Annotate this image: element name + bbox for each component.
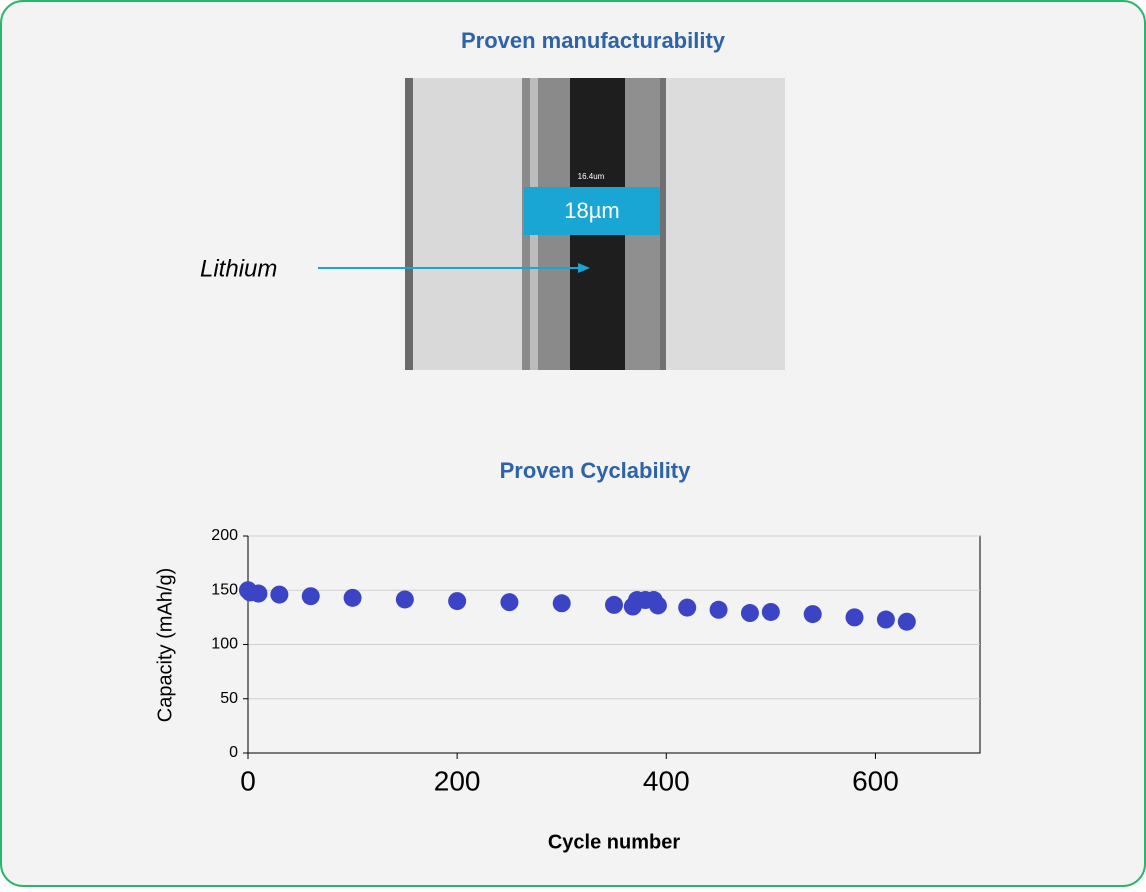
data-point bbox=[678, 599, 696, 617]
data-point bbox=[249, 585, 267, 603]
chart-title: Proven Cyclability bbox=[500, 458, 692, 483]
data-point bbox=[396, 590, 414, 608]
slide: Proven manufacturability 16.4um 18µm Lit… bbox=[0, 0, 1146, 887]
data-point bbox=[605, 596, 623, 614]
y-axis-title: Capacity (mAh/g) bbox=[154, 568, 176, 723]
heading: Proven manufacturability bbox=[461, 28, 726, 53]
data-point bbox=[270, 586, 288, 604]
x-tick-label: 400 bbox=[643, 765, 690, 796]
data-point bbox=[448, 592, 466, 610]
y-tick-label: 100 bbox=[211, 636, 238, 653]
scale-bar-label: 18µm bbox=[564, 198, 619, 223]
data-point bbox=[344, 589, 362, 607]
x-axis-title: Cycle number bbox=[548, 831, 680, 853]
data-point bbox=[846, 608, 864, 626]
scale-bar-small: 16.4um bbox=[578, 172, 605, 181]
data-point bbox=[898, 613, 916, 631]
data-point bbox=[804, 605, 822, 623]
data-point bbox=[710, 601, 728, 619]
x-tick-label: 0 bbox=[240, 765, 256, 796]
y-tick-label: 50 bbox=[220, 690, 238, 707]
data-point bbox=[741, 604, 759, 622]
data-point bbox=[762, 603, 780, 621]
y-tick-label: 200 bbox=[211, 527, 238, 544]
data-point bbox=[649, 596, 667, 614]
y-tick-label: 0 bbox=[229, 744, 238, 761]
data-point bbox=[553, 594, 571, 612]
micrograph: 16.4um 18µm bbox=[405, 78, 785, 370]
data-point bbox=[500, 593, 518, 611]
x-tick-label: 600 bbox=[852, 765, 899, 796]
data-point bbox=[877, 611, 895, 629]
annotation: Lithium bbox=[200, 255, 277, 282]
x-tick-label: 200 bbox=[434, 765, 481, 796]
data-point bbox=[302, 587, 320, 605]
y-tick-label: 150 bbox=[211, 581, 238, 598]
